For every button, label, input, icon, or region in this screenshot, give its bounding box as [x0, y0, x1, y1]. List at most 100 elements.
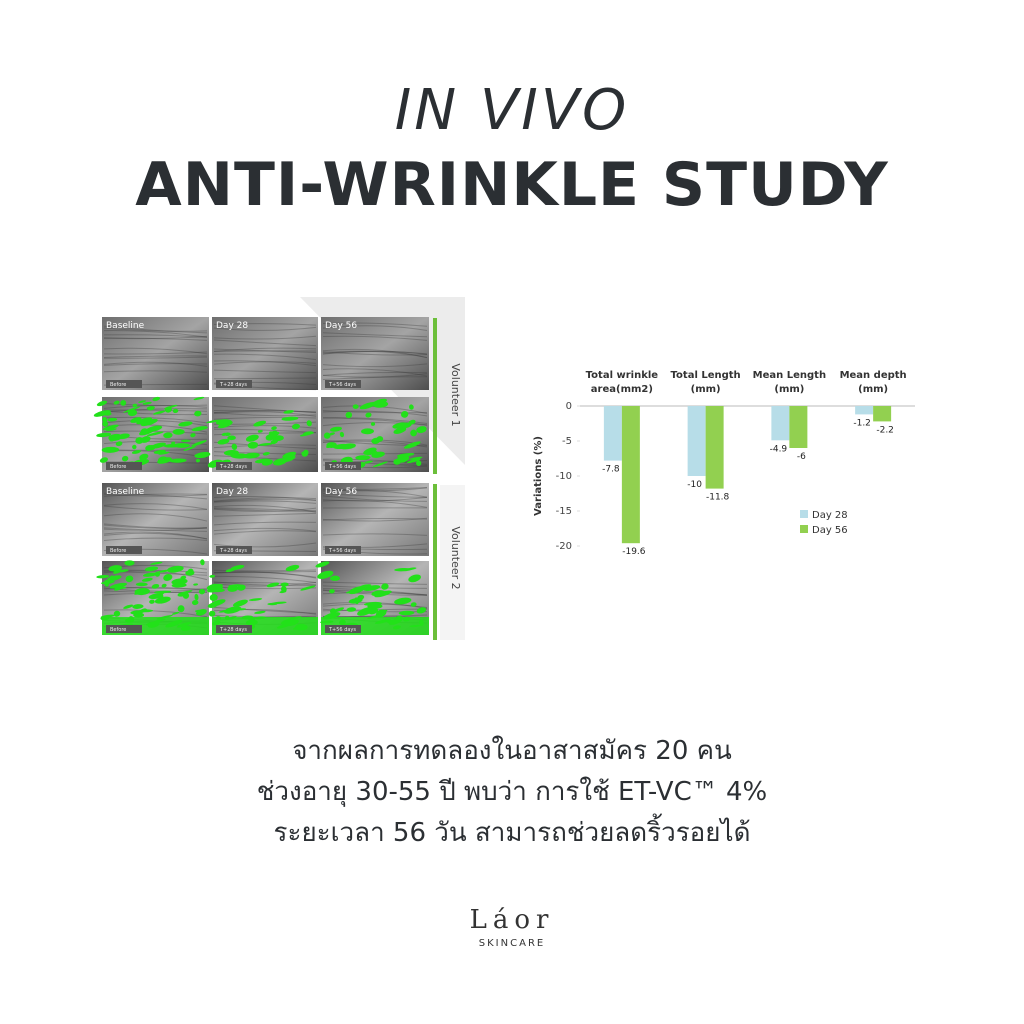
- wrinkle-mark: [273, 458, 287, 466]
- wrinkle-mark: [142, 572, 158, 577]
- caption-bg: [106, 462, 142, 470]
- column-label: Day 28: [216, 487, 248, 497]
- wrinkle-mark: [361, 428, 374, 435]
- skin-line: [213, 353, 317, 361]
- wrinkle-mark: [183, 446, 196, 451]
- wrinkle-mark: [224, 432, 231, 437]
- skin-line: [213, 504, 317, 513]
- wrinkle-mark: [120, 400, 127, 406]
- skin-line: [103, 524, 208, 529]
- skin-line: [213, 507, 317, 512]
- wrinkle-mark: [368, 608, 379, 615]
- wrinkle-mark: [271, 435, 284, 441]
- wrinkle-mark: [169, 458, 187, 463]
- skin-line: [322, 373, 428, 378]
- skin-line: [322, 325, 428, 332]
- caption: T+28 days: [219, 464, 247, 470]
- wrinkle-mark: [339, 431, 345, 438]
- wrinkle-mark: [123, 604, 134, 609]
- wrinkle-mark: [177, 605, 185, 613]
- skin-line: [103, 409, 208, 412]
- wrinkle-mark: [206, 419, 221, 424]
- wrinkle-mark: [230, 565, 245, 570]
- bar: [621, 406, 640, 544]
- wrinkle-mark: [406, 458, 421, 464]
- wrinkle-mark: [140, 418, 158, 427]
- volunteer-bar: [433, 484, 437, 640]
- wrinkle-mark: [107, 417, 118, 422]
- wrinkle-mark: [209, 594, 218, 602]
- skin-line: [322, 363, 428, 368]
- caption-bg: [325, 546, 361, 554]
- wrinkle-mark: [223, 606, 242, 614]
- skin-photo: [321, 483, 429, 556]
- title-line: IN VIVO: [394, 78, 630, 143]
- wrinkle-mark: [134, 591, 144, 595]
- skin-line: [103, 347, 208, 355]
- caption: Before: [110, 548, 126, 554]
- wrinkle-mark: [393, 427, 407, 434]
- skin-line: [213, 507, 317, 512]
- wrinkle-mark: [408, 574, 421, 583]
- wrinkle-mark: [352, 404, 359, 409]
- legend-swatch: [800, 510, 808, 518]
- wrinkle-mark: [282, 451, 297, 459]
- wrinkle-mark: [363, 585, 381, 592]
- skin-line: [103, 513, 208, 522]
- wrinkle-mark: [153, 410, 166, 415]
- wrinkle-mark: [107, 575, 122, 582]
- y-tick-label: -10: [556, 471, 572, 482]
- bar: [771, 406, 790, 441]
- category-label: Mean Length (mm): [752, 370, 827, 395]
- wrinkle-mark: [171, 578, 188, 586]
- skin-line: [213, 575, 317, 584]
- wrinkle-mark: [243, 452, 260, 459]
- value-label: -2.2: [876, 425, 894, 435]
- skin-line: [322, 496, 428, 502]
- caption-bg: [216, 380, 252, 388]
- skin-line: [103, 335, 208, 340]
- skin-line: [322, 351, 428, 356]
- wrinkle-mark: [182, 592, 190, 599]
- wrinkle-mark: [108, 565, 123, 572]
- skin-line: [213, 339, 317, 347]
- wrinkle-mark: [355, 455, 371, 461]
- caption: T+56 days: [328, 464, 356, 470]
- wrinkle-mark: [285, 564, 300, 572]
- skin-line: [213, 347, 317, 352]
- skin-line: [213, 497, 317, 502]
- wrinkle-mark: [99, 457, 108, 463]
- skin-line: [213, 335, 317, 340]
- skin-line: [103, 351, 208, 355]
- skin-line: [103, 408, 208, 413]
- wrinkle-mark: [149, 599, 155, 604]
- wrinkle-mark: [410, 602, 417, 607]
- wrinkle-mark: [125, 575, 134, 583]
- column-label: Baseline: [106, 321, 145, 331]
- y-tick-label: 0: [566, 401, 572, 412]
- wrinkle-mark: [376, 436, 384, 442]
- wrinkle-mark: [283, 410, 295, 414]
- wrinkle-mark: [132, 604, 144, 609]
- skin-line: [322, 376, 428, 380]
- skin-line: [213, 512, 317, 517]
- skin-line: [213, 527, 317, 532]
- skin-line: [103, 493, 208, 497]
- wrinkle-mark: [332, 443, 351, 450]
- wrinkle-mark: [196, 609, 207, 616]
- wrinkle-mark: [142, 401, 152, 405]
- wrinkle-mark: [303, 431, 314, 435]
- wrinkle-mark: [161, 583, 167, 588]
- wrinkle-mark: [113, 610, 121, 617]
- wrinkle-mark: [254, 610, 266, 614]
- bar: [873, 406, 892, 422]
- wrinkle-mark: [403, 441, 421, 449]
- category-label: Total wrinkle area(mm2): [585, 370, 659, 395]
- skin-photo: [212, 483, 318, 556]
- caption: Before: [110, 464, 126, 470]
- wrinkle-mark: [254, 458, 271, 464]
- skin-line: [213, 571, 317, 579]
- wrinkle-mark: [145, 445, 153, 452]
- category-label: Mean depth (mm): [839, 370, 907, 395]
- wrinkle-mark: [152, 396, 161, 402]
